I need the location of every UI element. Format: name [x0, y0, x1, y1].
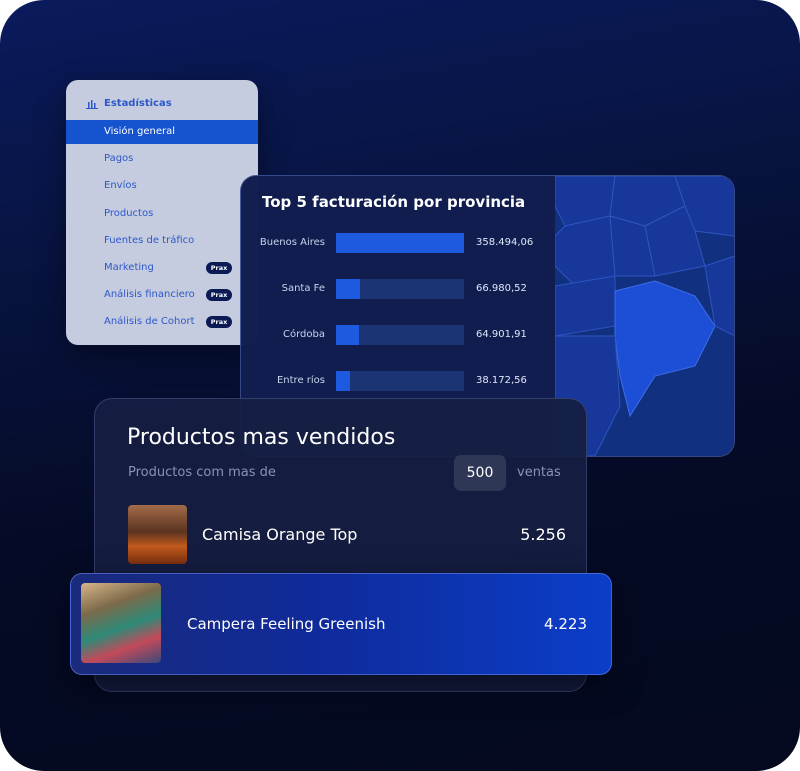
sidebar-item[interactable]: Análisis de Cohort Prax: [66, 310, 258, 334]
badge: Prax: [206, 262, 232, 274]
bar-track: [336, 325, 464, 345]
bar: [336, 233, 464, 253]
sidebar-item[interactable]: Productos: [66, 202, 258, 226]
sidebar-item[interactable]: Fuentes de tráfico: [66, 229, 258, 253]
sidebar-item[interactable]: Pagos: [66, 147, 258, 171]
bar: [336, 371, 350, 391]
bar-track: [336, 371, 464, 391]
sidebar-item-label: Análisis financiero: [104, 289, 195, 301]
bar-track: [336, 279, 464, 299]
bar: [336, 325, 360, 345]
sidebar-item[interactable]: Envíos: [66, 174, 258, 198]
product-image: [128, 505, 187, 564]
category-label: Santa Fe: [281, 283, 325, 294]
product-name: Campera Feeling Greenish: [187, 615, 386, 633]
chart-title: Top 5 facturación por provincia: [262, 193, 526, 211]
sidebar-item-label: Análisis de Cohort: [104, 316, 195, 328]
category-label: Entre ríos: [276, 375, 325, 386]
category-label: Buenos Aires: [259, 237, 325, 248]
product-image: [81, 583, 161, 663]
bar: [336, 279, 360, 299]
value-label: 66.980,52: [476, 283, 527, 294]
sidebar-item-label: Fuentes de tráfico: [104, 234, 195, 246]
product-sales: 5.256: [520, 525, 566, 544]
sidebar-item-label: Pagos: [104, 153, 134, 165]
value-label: 358.494,06: [476, 237, 534, 248]
product-name: Camisa Orange Top: [202, 525, 358, 544]
threshold-box[interactable]: 500: [454, 455, 506, 491]
category-label: Córdoba: [283, 329, 325, 340]
sidebar-item[interactable]: Marketing Prax: [66, 256, 258, 280]
stats-icon: [86, 100, 98, 109]
sidebar-item-label: Envíos: [104, 180, 137, 192]
sidebar-item-label: Productos: [104, 207, 154, 219]
sidebar-item-label: Marketing: [104, 262, 154, 273]
sidebar: Estadísticas Visión general Pagos Envíos Pr…: [66, 80, 258, 345]
sidebar-header: Estadísticas: [104, 98, 172, 109]
products-title: Productos mas vendidos: [127, 425, 396, 450]
product-row-highlight[interactable]: Campera Feeling Greenish 4.223: [70, 573, 612, 675]
threshold-unit: ventas: [517, 465, 561, 480]
sidebar-item-label: Visión general: [104, 126, 176, 137]
value-label: 38.172,56: [476, 375, 527, 386]
product-sales: 4.223: [544, 615, 587, 633]
value-label: 64.901,91: [476, 329, 527, 340]
badge: Prax: [206, 316, 232, 329]
products-subtitle: Productos com mas de: [128, 465, 276, 480]
badge: Prax: [206, 289, 232, 302]
bar-track: [336, 233, 464, 253]
sidebar-item[interactable]: Visión general: [66, 120, 258, 144]
sidebar-item[interactable]: Análisis financiero Prax: [66, 283, 258, 307]
